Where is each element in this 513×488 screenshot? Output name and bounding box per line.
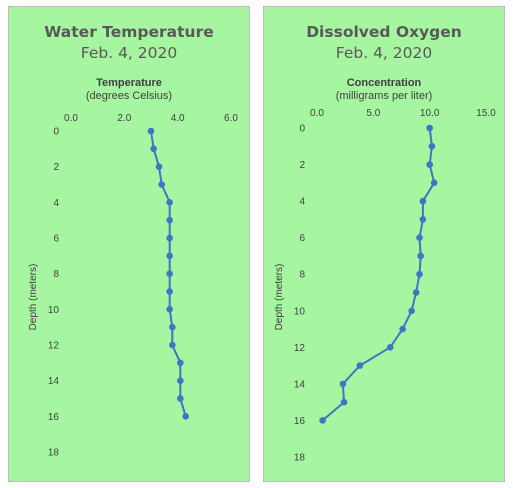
data-point <box>182 413 189 420</box>
data-point <box>177 395 184 402</box>
data-point <box>166 252 173 260</box>
data-point <box>419 197 427 205</box>
data-point <box>430 179 438 187</box>
y-tick-label: 8 <box>299 270 305 281</box>
y-tick-label: 2 <box>299 160 305 171</box>
data-point <box>416 270 423 278</box>
data-point <box>147 127 155 135</box>
data-point <box>428 142 436 150</box>
y-tick-label: 16 <box>48 412 60 423</box>
y-tick-label: 18 <box>48 448 60 459</box>
x-tick-label: 10.0 <box>420 108 440 119</box>
data-point <box>426 161 433 168</box>
y-axis-title: Depth (meters) <box>28 264 39 331</box>
y-tick-label: 6 <box>53 234 59 245</box>
x-tick-label: 15.0 <box>476 108 496 119</box>
y-tick-label: 0 <box>53 127 59 138</box>
data-point <box>340 398 348 406</box>
data-point <box>169 323 176 331</box>
y-tick-label: 14 <box>48 376 60 387</box>
y-tick-label: 12 <box>48 341 60 352</box>
data-point <box>399 325 406 333</box>
y-axis-title: Depth (meters) <box>274 264 285 331</box>
data-point <box>169 341 176 349</box>
y-tick-label: 10 <box>48 305 60 316</box>
y-tick-label: 4 <box>53 198 59 209</box>
data-point <box>319 417 326 424</box>
data-point <box>166 306 173 313</box>
chart-subtitle: Feb. 4, 2020 <box>335 44 433 62</box>
water-temperature-chart: Water Temperature Feb. 4, 2020 Temperatu… <box>8 6 250 482</box>
data-point <box>412 289 420 296</box>
chart-title: Dissolved Oxygen <box>306 23 462 41</box>
chart-title: Water Temperature <box>44 23 214 41</box>
data-point <box>339 380 347 388</box>
data-point <box>356 362 364 369</box>
y-tick-label: 8 <box>53 269 59 280</box>
data-point <box>417 252 424 260</box>
data-point <box>177 359 184 367</box>
data-point <box>416 234 423 241</box>
data-point <box>426 124 433 132</box>
data-point <box>166 199 173 206</box>
data-point <box>419 216 427 223</box>
chart-subtitle: Feb. 4, 2020 <box>80 44 178 62</box>
x-tick-label: 0.0 <box>64 113 78 124</box>
y-tick-label: 16 <box>294 416 306 427</box>
data-point <box>158 181 165 188</box>
x-tick-label: 0.0 <box>310 108 324 119</box>
oxygen-plot: Depth (meters) 0.0 5.0 10.0 15.0 0 2 4 6 8 10 12 14… <box>274 108 496 464</box>
y-tick-label: 6 <box>299 233 305 244</box>
data-point <box>408 307 415 315</box>
x-axis-unit: (degrees Celsius) <box>85 90 173 102</box>
x-tick-label: 6.0 <box>224 113 238 124</box>
x-tick-label: 4.0 <box>171 113 185 124</box>
x-tick-label: 2.0 <box>117 113 131 124</box>
data-point <box>386 344 394 351</box>
data-point <box>166 288 173 295</box>
x-axis-title: Temperature <box>96 77 162 89</box>
y-tick-label: 4 <box>299 197 305 208</box>
x-tick-label: 5.0 <box>366 108 380 119</box>
data-point <box>177 377 184 384</box>
x-axis-unit: (milligrams per liter) <box>335 90 433 102</box>
y-tick-label: 14 <box>294 379 306 390</box>
data-point <box>155 163 163 170</box>
data-point <box>166 234 173 242</box>
y-tick-label: 12 <box>294 343 306 354</box>
temperature-plot: Depth (meters) 0.0 2.0 4.0 6.0 0 2 4 6 8 10 12 14 16… <box>28 113 238 459</box>
data-point <box>166 216 173 224</box>
data-point <box>150 145 157 153</box>
dissolved-oxygen-chart: Dissolved Oxygen Feb. 4, 2020 Concentrat… <box>263 6 505 482</box>
y-tick-label: 10 <box>294 306 306 317</box>
y-tick-label: 0 <box>299 124 305 135</box>
y-tick-label: 18 <box>294 453 306 464</box>
x-axis-title: Concentration <box>346 77 422 89</box>
data-point <box>166 270 173 277</box>
y-tick-label: 2 <box>53 162 59 173</box>
